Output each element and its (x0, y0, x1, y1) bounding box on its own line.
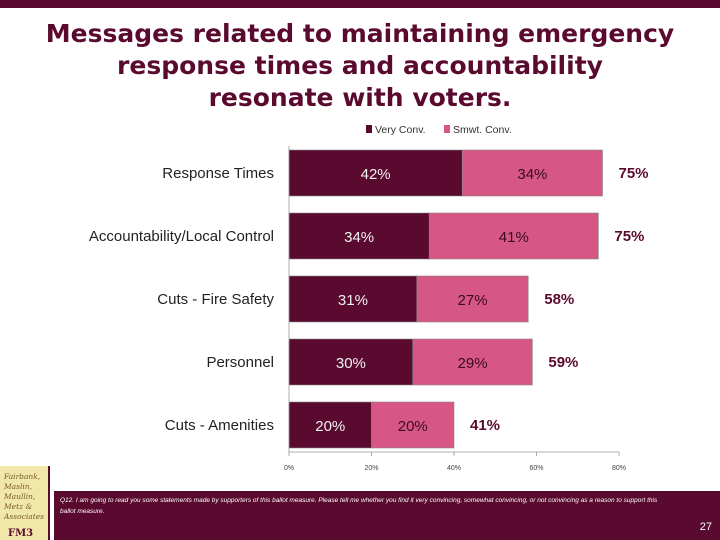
data-label: 29% (458, 355, 488, 372)
bar-segment (416, 275, 529, 323)
category-label: Personnel (206, 354, 274, 371)
bar-segment (428, 212, 599, 260)
data-label: 34% (344, 229, 374, 246)
company-logo: Fairbank, Maslin, Maullin, Metz & Associ… (0, 466, 50, 540)
bar-segment (461, 149, 603, 197)
bar-segment (288, 275, 418, 323)
bar-segment (288, 212, 430, 260)
legend-swatch-0 (366, 125, 372, 133)
data-label: 41% (499, 229, 529, 246)
title-line-2: response times and accountability (117, 51, 603, 80)
legend-label-0: Very Conv. (375, 124, 426, 136)
total-label: 41% (470, 417, 500, 434)
legend-swatch-1 (444, 125, 450, 133)
data-label: 31% (338, 292, 368, 309)
top-accent-bar (0, 0, 720, 8)
total-label: 75% (619, 165, 649, 182)
bar-segment (288, 401, 372, 449)
logo-abbr: FM3 (8, 528, 34, 539)
category-label: Cuts - Amenities (165, 417, 274, 434)
footer-bar: Q12. I am going to read you some stateme… (54, 491, 720, 540)
x-tick-label: 40% (447, 465, 461, 472)
question-footnote: Q12. I am going to read you some stateme… (60, 497, 658, 515)
x-tick-label: 80% (612, 465, 626, 472)
data-label: 20% (315, 418, 345, 435)
page-number: 27 (699, 521, 712, 533)
category-label: Response Times (162, 165, 274, 182)
title-line-1: Messages related to maintaining emergenc… (45, 19, 675, 48)
total-label: 58% (544, 291, 574, 308)
x-tick-label: 60% (529, 465, 543, 472)
total-label: 59% (548, 354, 578, 371)
data-label: 20% (398, 418, 428, 435)
bar-segment (412, 338, 533, 386)
data-label: 34% (517, 166, 547, 183)
category-label: Accountability/Local Control (89, 228, 274, 245)
data-label: 42% (361, 166, 391, 183)
x-tick-label: 0% (284, 465, 294, 472)
legend-label-1: Smwt. Conv. (453, 124, 512, 136)
category-label: Cuts - Fire Safety (157, 291, 274, 308)
data-label: 27% (458, 292, 488, 309)
x-tick-label: 20% (364, 465, 378, 472)
bar-segment (371, 401, 455, 449)
slide-title: Messages related to maintaining emergenc… (40, 18, 680, 114)
logo-text: Fairbank, Maslin, Maullin, Metz & Associ… (4, 472, 45, 521)
title-line-3: resonate with voters. (208, 83, 512, 112)
total-label: 75% (614, 228, 644, 245)
data-label: 30% (336, 355, 366, 372)
